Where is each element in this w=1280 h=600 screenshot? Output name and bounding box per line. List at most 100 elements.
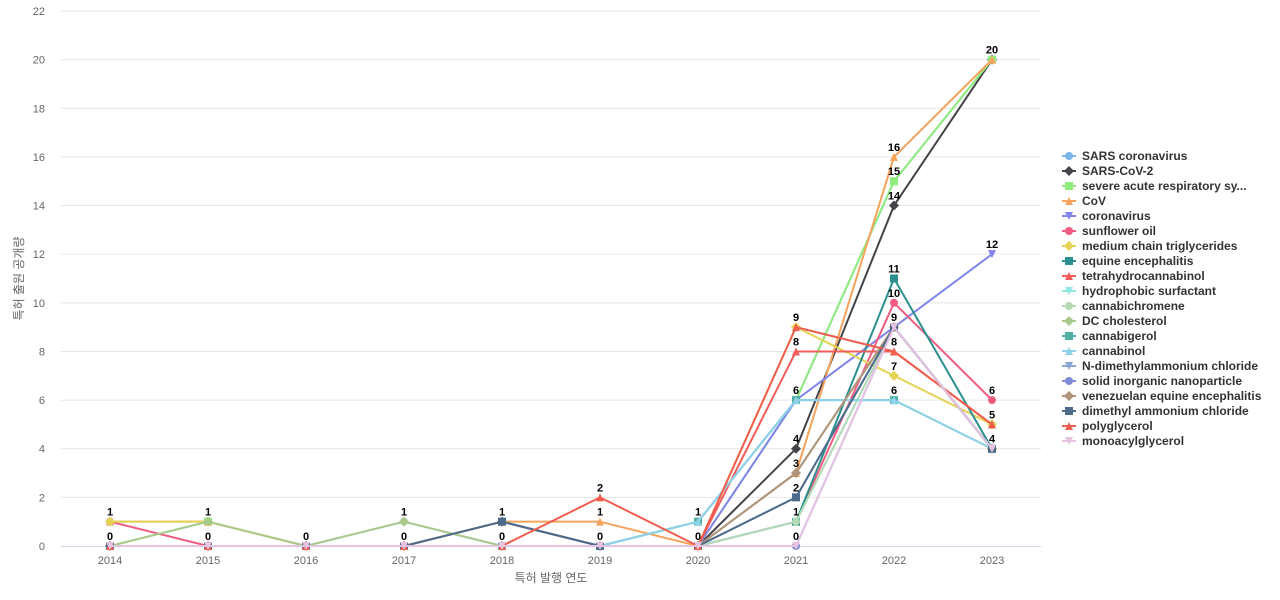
data-point[interactable] [988, 444, 996, 453]
data-point[interactable] [988, 55, 996, 64]
legend-marker-icon [1065, 437, 1073, 445]
data-point[interactable] [792, 347, 800, 356]
legend-item[interactable]: polyglycerol [1062, 419, 1153, 433]
legend-item[interactable]: SARS coronavirus [1062, 149, 1188, 163]
data-point[interactable] [204, 542, 212, 550]
data-label: 20 [986, 45, 998, 57]
data-point[interactable] [890, 177, 898, 186]
data-point[interactable] [988, 250, 996, 259]
data-label: 0 [303, 531, 309, 543]
series-13 [106, 396, 996, 550]
data-point[interactable] [791, 468, 801, 479]
data-label: 10 [888, 288, 900, 300]
data-point[interactable] [596, 517, 604, 526]
data-point[interactable] [596, 493, 604, 502]
data-label: 12 [986, 239, 998, 251]
legend-marker-icon [1065, 182, 1073, 190]
data-point[interactable] [890, 152, 898, 161]
data-label: 1 [107, 507, 113, 519]
legend-item[interactable]: monoacylglycerol [1062, 434, 1184, 448]
legend-item[interactable]: cannabigerol [1062, 329, 1157, 343]
data-point[interactable] [596, 542, 604, 550]
data-label: 0 [499, 531, 505, 543]
legend-item[interactable]: solid inorganic nanoparticle [1062, 374, 1242, 388]
series-line[interactable] [110, 326, 993, 547]
data-point[interactable] [106, 542, 114, 550]
data-label: 16 [888, 142, 900, 154]
data-point[interactable] [889, 370, 899, 381]
data-label: 3 [793, 458, 799, 470]
data-point[interactable] [203, 516, 213, 527]
series-line[interactable] [110, 326, 993, 547]
data-point[interactable] [890, 274, 898, 283]
y-tick-label: 12 [33, 249, 45, 261]
series-line[interactable] [110, 326, 993, 547]
legend-item[interactable]: venezuelan equine encephalitis [1062, 389, 1262, 403]
data-point[interactable] [105, 516, 115, 527]
y-tick-label: 16 [33, 152, 45, 164]
x-tick-label: 2015 [196, 555, 220, 567]
data-point[interactable] [791, 443, 801, 454]
data-point[interactable] [890, 298, 898, 307]
legend-marker-icon [1065, 227, 1073, 235]
series-line[interactable] [110, 326, 993, 547]
data-point[interactable] [498, 542, 506, 550]
data-point[interactable] [792, 323, 800, 332]
data-point[interactable] [400, 542, 408, 550]
series-line[interactable] [110, 326, 993, 547]
legend-item[interactable]: medium chain triglycerides [1062, 239, 1238, 253]
series-line[interactable] [110, 326, 993, 547]
legend-item[interactable]: SARS-CoV-2 [1062, 164, 1154, 178]
y-tick-label: 18 [33, 103, 45, 115]
legend-item[interactable]: cannabinol [1062, 344, 1145, 358]
data-point[interactable] [399, 516, 409, 527]
data-point[interactable] [694, 517, 702, 526]
legend-item[interactable]: hydrophobic surfactant [1062, 284, 1216, 298]
legend-item[interactable]: severe acute respiratory sy... [1062, 179, 1247, 193]
legend-item[interactable]: coronavirus [1062, 209, 1151, 223]
data-point[interactable] [498, 517, 506, 526]
x-tick-label: 2018 [490, 555, 514, 567]
legend-marker-icon [1064, 316, 1074, 326]
series-7 [106, 274, 996, 550]
x-tick-label: 2021 [784, 555, 808, 567]
data-point[interactable] [302, 542, 310, 550]
y-tick-label: 4 [39, 444, 45, 456]
series-line[interactable] [109, 326, 993, 547]
legend-item[interactable]: sunflower oil [1062, 224, 1156, 238]
y-axis-title: 특허 출원 공개량 [12, 237, 26, 321]
y-tick-label: 6 [39, 395, 45, 407]
series-line[interactable] [110, 277, 993, 547]
series-line[interactable] [110, 399, 993, 547]
series-line[interactable] [110, 326, 993, 547]
data-point[interactable] [792, 396, 800, 405]
series-line[interactable] [110, 399, 993, 547]
data-point[interactable] [694, 542, 702, 550]
data-point[interactable] [890, 323, 898, 332]
data-point[interactable] [792, 493, 800, 502]
series-line[interactable] [110, 326, 993, 547]
data-point[interactable] [890, 347, 898, 356]
data-label: 11 [888, 264, 900, 276]
legend-item[interactable]: tetrahydrocannabinol [1062, 269, 1205, 283]
data-label: 6 [989, 385, 995, 397]
data-point[interactable] [890, 396, 898, 405]
data-point[interactable] [889, 200, 899, 211]
legend-item[interactable]: CoV [1062, 194, 1106, 208]
data-point[interactable] [792, 542, 800, 550]
legend-item[interactable]: N-dimethylammonium chloride [1062, 359, 1258, 373]
legend-item[interactable]: cannabichromene [1062, 299, 1185, 313]
legend-item[interactable]: DC cholesterol [1062, 314, 1167, 328]
data-point[interactable] [988, 396, 996, 405]
y-axis-ticks: 0 2 4 6 8 10 12 14 16 18 20 22 [33, 6, 45, 553]
legend-marker-icon [1065, 197, 1073, 205]
legend-item[interactable]: dimethyl ammonium chloride [1062, 404, 1249, 418]
x-axis-ticks: 2014 2015 2016 2017 2018 2019 2020 2021 2022 2023 [98, 555, 1004, 567]
data-point[interactable] [988, 420, 996, 429]
series-line[interactable] [109, 301, 993, 547]
legend-label: coronavirus [1082, 209, 1151, 223]
data-point[interactable] [792, 517, 800, 526]
legend-item[interactable]: equine encephalitis [1062, 254, 1194, 268]
series-line[interactable] [110, 326, 993, 547]
